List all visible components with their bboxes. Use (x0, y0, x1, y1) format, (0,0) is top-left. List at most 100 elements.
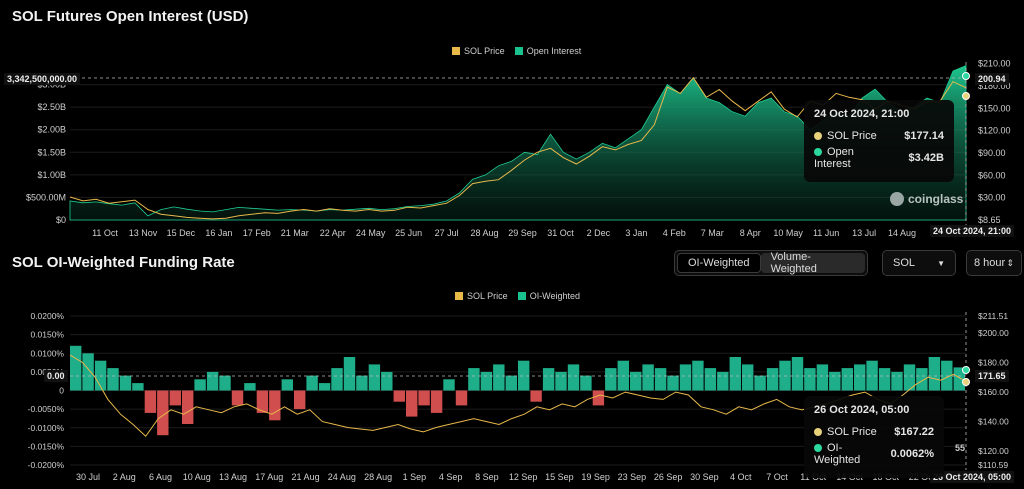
funding-bar (816, 364, 829, 391)
x-tick-label: 13 Nov (129, 228, 158, 238)
y-right-tick-label: $110.59 (978, 460, 1008, 470)
x-tick-label: 11 Oct (92, 228, 118, 238)
funding-bar (642, 364, 654, 391)
funding-bar (381, 371, 393, 391)
x-tick-label: 10 Aug (183, 472, 211, 482)
x-highlight-label: 24 Oct 2024, 21:00 (930, 225, 1015, 237)
funding-bar (306, 375, 318, 391)
funding-bar (878, 368, 891, 391)
x-tick-label: 22 Apr (320, 228, 346, 238)
funding-bar (269, 390, 281, 421)
legend-label: SOL Price (464, 46, 505, 56)
funding-bar (393, 390, 405, 402)
x-tick-label: 4 Oct (730, 472, 752, 482)
funding-bar (343, 357, 356, 391)
y-right-tick-label: $180.00 (978, 81, 1011, 91)
funding-bar (692, 360, 704, 391)
funding-bar (555, 371, 567, 391)
x-tick-label: 11 Jun (813, 228, 839, 238)
volume-weighted-button[interactable]: Volume-Weighted (760, 251, 865, 275)
funding-bar (791, 357, 804, 391)
funding-bar (630, 371, 642, 391)
y-right-tick-label: $211.51 (978, 311, 1008, 321)
funding-bar (194, 379, 206, 391)
funding-bar (294, 390, 306, 410)
x-tick-label: 6 Aug (149, 472, 172, 482)
funding-bar (592, 390, 605, 406)
y-right-tick-label: $60.00 (978, 170, 1006, 180)
funding-bar (580, 375, 592, 391)
x-tick-label: 13 Aug (219, 472, 247, 482)
x-tick-label: 28 Aug (364, 472, 392, 482)
x-tick-label: 8 Apr (740, 228, 761, 238)
funding-bar (132, 383, 144, 391)
legend-item-open-interest[interactable]: Open Interest (514, 46, 582, 56)
funding-bar (567, 364, 580, 391)
funding-bar (679, 364, 692, 391)
coinglass-watermark: coinglass (890, 192, 963, 206)
y-right-tick-label: $180.00 (978, 358, 1009, 368)
oiw-crosshair-point (962, 366, 970, 374)
dot-icon (814, 148, 822, 156)
tooltip-row-oiw: OI-Weighted 0.0062% (814, 442, 934, 466)
funding-bar (443, 379, 455, 391)
x-tick-label: 26 Sep (654, 472, 683, 482)
legend-item-sol-price[interactable]: SOL Price (455, 291, 508, 301)
chart1-tooltip: 24 Oct 2024, 21:00 SOL Price $177.14 Open… (804, 100, 954, 182)
coin-select[interactable]: SOL ▼ (882, 250, 956, 276)
legend-label: OI-Weighted (529, 291, 581, 301)
x-tick-label: 24 Aug (328, 472, 356, 482)
x-tick-label: 7 Oct (766, 472, 788, 482)
y-left-tick-label: -0.0200% (28, 460, 65, 470)
weight-toggle[interactable]: OI-Weighted Volume-Weighted (674, 250, 868, 276)
funding-bar (766, 368, 779, 391)
funding-bar (605, 368, 617, 391)
x-tick-label: 7 Mar (701, 228, 724, 238)
funding-bar (406, 390, 418, 417)
funding-bar (206, 371, 219, 391)
funding-bar (430, 390, 443, 413)
funding-bar (169, 390, 181, 406)
funding-bar (530, 390, 542, 402)
funding-bar (729, 357, 741, 391)
funding-bar (331, 368, 343, 391)
funding-bar (281, 379, 293, 391)
x-tick-label: 21 Aug (292, 472, 320, 482)
x-tick-label: 25 Jun (395, 228, 422, 238)
funding-bar (866, 360, 878, 391)
chart2-tooltip: 26 Oct 2024, 05:00 SOL Price $167.22 OI-W… (804, 396, 944, 478)
legend-item-oi-weighted[interactable]: OI-Weighted (517, 291, 581, 301)
funding-bar (704, 368, 717, 391)
interval-select[interactable]: 8 hour ⇕ (966, 250, 1022, 276)
funding-bar (493, 364, 505, 391)
funding-bar (916, 368, 928, 391)
y-right-tick-label: $90.00 (978, 148, 1006, 158)
x-tick-label: 2 Dec (587, 228, 611, 238)
legend-label: Open Interest (526, 46, 582, 56)
dot-icon (814, 444, 822, 452)
y-right-tick-label: $210.00 (978, 59, 1011, 69)
x-tick-label: 4 Sep (439, 472, 463, 482)
legend-swatch-icon (452, 47, 460, 55)
dot-icon (814, 428, 822, 436)
funding-bar (953, 367, 965, 391)
y-left-tick-label: $0 (56, 215, 66, 225)
dot-icon (814, 132, 822, 140)
y-right-tick-label: $200.00 (978, 328, 1009, 338)
x-highlight-label-2: 26 Oct 2024, 05:00 (930, 471, 1015, 483)
y-left-tick-label: $1.00B (37, 170, 66, 180)
funding-bar (654, 368, 667, 391)
updown-icon: ⇕ (1006, 257, 1014, 268)
oi-crosshair-point (962, 72, 970, 80)
y-left-tick-label: 0 (59, 386, 64, 396)
y-left-tick-label: $500.00M (26, 192, 66, 202)
x-tick-label: 14 Aug (888, 228, 916, 238)
tooltip-row-oi: Open Interest $3.42B (814, 146, 944, 170)
y-right-tick-label: $30.00 (978, 193, 1006, 203)
funding-bar (231, 390, 244, 406)
x-tick-label: 2 Aug (113, 472, 136, 482)
legend-item-sol-price[interactable]: SOL Price (452, 46, 505, 56)
funding-bar (418, 390, 430, 406)
y-left-tick-label: 0.0200% (30, 311, 64, 321)
oi-weighted-button[interactable]: OI-Weighted (677, 253, 761, 273)
